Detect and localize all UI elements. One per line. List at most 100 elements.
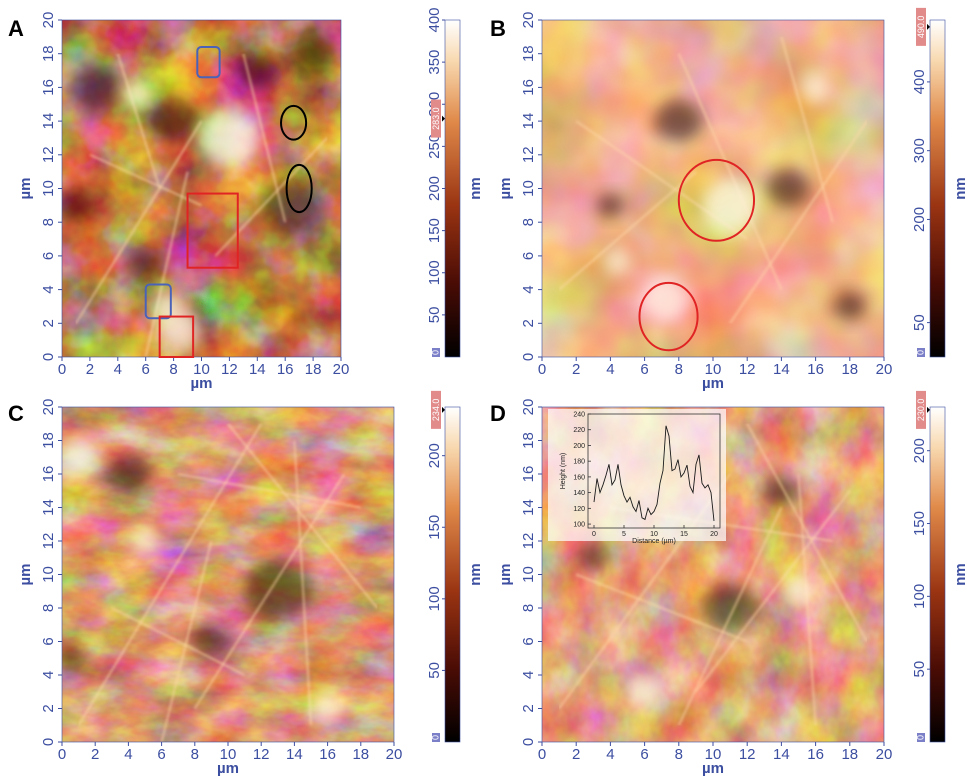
colorbar-tick-label: 200	[911, 207, 928, 232]
colorbar-zero-box	[917, 348, 925, 357]
colorbar-zero-label: 0	[916, 735, 926, 740]
y-tick-label: 0	[40, 353, 57, 361]
x-tick-label: 10	[193, 361, 210, 378]
x-tick-label: 4	[124, 746, 132, 763]
y-tick-label: 20	[40, 12, 57, 29]
y-tick-label: 2	[520, 704, 537, 712]
colorbar-zero-label: 0	[431, 350, 441, 355]
y-tick-label: 18	[40, 45, 57, 62]
afm-height-image	[62, 407, 394, 742]
panel-label: A	[8, 16, 24, 41]
y-tick-label: 10	[520, 566, 537, 583]
inset-x-tick-label: 10	[650, 531, 658, 538]
colorbar-tick-label: 50	[911, 314, 928, 331]
black-ellipse-annotation	[285, 163, 313, 214]
colorbar: 50 100 150 200 0 234.0 nm	[426, 390, 484, 743]
colorbar-tick-label: 200	[426, 176, 443, 201]
inset-x-tick-label: 5	[622, 531, 626, 538]
colorbar-marker-box	[431, 390, 441, 429]
y-tick-label: 6	[520, 637, 537, 645]
y-tick-label: 6	[40, 637, 57, 645]
panel-b: B 0 2 4 6 8 10 12 14 16 18 20 µm 0 2 4 6 8 10 12 14 16 18 20 µm 5…	[490, 7, 967, 392]
panel-label: D	[490, 401, 506, 426]
colorbar-tick-label: 100	[911, 584, 928, 609]
y-tick-label: 0	[40, 738, 57, 746]
colorbar-tick-label: 200	[911, 438, 928, 463]
x-tick-label: 8	[675, 746, 683, 763]
x-tick-label: 16	[277, 361, 294, 378]
inset-background	[548, 409, 726, 541]
red-ellipse-annotation	[677, 158, 756, 242]
y-tick-label: 8	[520, 218, 537, 226]
colorbar-tick-label: 300	[911, 138, 928, 163]
y-tick-label: 4	[520, 285, 537, 293]
colorbar-tick-label: 150	[911, 511, 928, 536]
x-tick-label: 14	[249, 361, 266, 378]
colorbar-tick-label: 100	[426, 586, 443, 611]
x-tick-label: 10	[220, 746, 237, 763]
x-axis-label: µm	[702, 375, 724, 392]
colorbar-tick-label: 250	[426, 134, 443, 159]
x-tick-label: 14	[773, 361, 790, 378]
inset-height-profile: 0 5 10 15 20 100 120 140 160 180 200 220 240 Distance…	[548, 409, 726, 545]
inset-x-label: Distance (µm)	[632, 538, 676, 545]
colorbar-marker-label: 283.0	[431, 107, 441, 130]
x-tick-label: 4	[606, 746, 614, 763]
colorbar-tick-label: 150	[426, 515, 443, 540]
y-tick-label: 14	[520, 113, 537, 130]
x-tick-label: 6	[640, 361, 648, 378]
x-tick-label: 12	[739, 746, 756, 763]
x-tick-label: 0	[538, 746, 546, 763]
y-tick-label: 18	[40, 432, 57, 449]
x-tick-label: 10	[705, 361, 722, 378]
colorbar: 50 200 300 400 0 490.0 nm	[911, 7, 967, 358]
x-tick-label: 18	[352, 746, 369, 763]
inset-y-tick-label: 200	[573, 443, 585, 450]
inset-y-tick-label: 240	[573, 412, 585, 419]
x-tick-label: 6	[142, 361, 150, 378]
x-axis-label: µm	[217, 760, 239, 777]
inset-y-tick-label: 160	[573, 474, 585, 481]
x-tick-label: 16	[807, 746, 824, 763]
x-tick-label: 8	[675, 361, 683, 378]
colorbar-zero-label: 0	[431, 735, 441, 740]
x-tick-label: 18	[841, 361, 858, 378]
y-axis-label: µm	[17, 178, 34, 200]
y-tick-label: 8	[40, 604, 57, 612]
colorbar-unit: nm	[467, 177, 484, 200]
y-axis-label: µm	[497, 178, 514, 200]
colorbar-tick-label: 50	[426, 662, 443, 679]
y-tick-label: 10	[40, 180, 57, 197]
colorbar-gradient	[444, 406, 461, 743]
inset-y-tick-label: 100	[573, 522, 585, 529]
x-tick-label: 20	[333, 361, 350, 378]
inset-x-tick-label: 15	[680, 531, 688, 538]
y-tick-label: 18	[520, 45, 537, 62]
colorbar-tick-label: 200	[426, 443, 443, 468]
y-tick-label: 16	[40, 466, 57, 483]
x-tick-label: 0	[538, 361, 546, 378]
y-tick-label: 2	[40, 319, 57, 327]
x-tick-label: 8	[191, 746, 199, 763]
x-tick-label: 12	[221, 361, 238, 378]
inset-profile-line	[593, 425, 715, 521]
afm-height-image	[62, 20, 341, 357]
colorbar: 501001502002503003504000283.0nm	[426, 7, 484, 358]
y-axis-label: µm	[17, 564, 34, 586]
x-tick-label: 2	[91, 746, 99, 763]
x-tick-label: 20	[386, 746, 403, 763]
y-tick-label: 12	[40, 146, 57, 163]
y-axis-label: µm	[497, 564, 514, 586]
y-tick-label: 6	[40, 252, 57, 260]
panel-c: C 0 2 4 6 8 10 12 14 16 18 20 µm 0 2 4 6 8 10 12 14 16 18 20 µm 5…	[8, 390, 484, 777]
colorbar-zero-box	[432, 733, 440, 742]
colorbar-marker-label: 490.0	[916, 16, 926, 39]
y-tick-label: 20	[520, 12, 537, 29]
colorbar-tick-label: 400	[426, 7, 443, 32]
red-ellipse-annotation	[638, 281, 699, 352]
x-tick-label: 14	[286, 746, 303, 763]
y-tick-label: 12	[520, 146, 537, 163]
y-tick-label: 16	[40, 79, 57, 96]
x-tick-label: 6	[640, 746, 648, 763]
inset-x-tick-label: 0	[592, 531, 596, 538]
